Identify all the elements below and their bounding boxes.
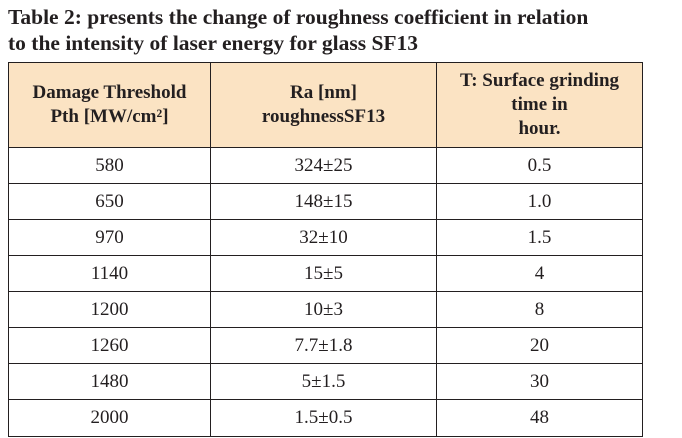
cell-roughness: 1.5±0.5	[210, 399, 437, 437]
table-row: 580 324±25 0.5	[8, 147, 643, 184]
cell-threshold: 1200	[8, 291, 211, 328]
table-row: 1480 5±1.5 30	[8, 363, 643, 400]
cell-time: 48	[436, 399, 643, 437]
header-grinding-time: T: Surface grinding time in hour.	[436, 62, 643, 148]
cell-roughness: 10±3	[210, 291, 437, 328]
cell-threshold: 580	[8, 147, 211, 184]
cell-time: 1.0	[436, 183, 643, 220]
cell-threshold: 2000	[8, 399, 211, 437]
cell-roughness: 7.7±1.8	[210, 327, 437, 364]
header-line: time in	[511, 94, 568, 115]
cell-roughness: 324±25	[210, 147, 437, 184]
cell-threshold: 1260	[8, 327, 211, 364]
cell-time: 8	[436, 291, 643, 328]
table-row: 1260 7.7±1.8 20	[8, 327, 643, 364]
header-line: Pth [MW/cm²]	[50, 106, 169, 127]
cell-roughness: 15±5	[210, 255, 437, 292]
cell-time: 0.5	[436, 147, 643, 184]
table-row: 2000 1.5±0.5 48	[8, 399, 643, 437]
header-line: Damage Threshold	[32, 82, 187, 103]
cell-threshold: 1140	[8, 255, 211, 292]
table-row: 1200 10±3 8	[8, 291, 643, 328]
header-line: Ra [nm]	[289, 82, 358, 103]
table-header-row: Damage Threshold Pth [MW/cm²] Ra [nm] ro…	[8, 62, 643, 148]
header-line: hour.	[518, 118, 561, 139]
cell-threshold: 650	[8, 183, 211, 220]
table-row: 1140 15±5 4	[8, 255, 643, 292]
caption-line-1: Table 2: presents the change of roughnes…	[8, 5, 589, 29]
cell-time: 30	[436, 363, 643, 400]
header-damage-threshold: Damage Threshold Pth [MW/cm²]	[8, 62, 211, 148]
cell-time: 20	[436, 327, 643, 364]
cell-roughness: 5±1.5	[210, 363, 437, 400]
header-line: T: Surface grinding	[459, 70, 620, 91]
cell-time: 4	[436, 255, 643, 292]
cell-time: 1.5	[436, 219, 643, 256]
table-row: 650 148±15 1.0	[8, 183, 643, 220]
cell-threshold: 1480	[8, 363, 211, 400]
cell-roughness: 32±10	[210, 219, 437, 256]
table-caption: Table 2: presents the change of roughnes…	[8, 4, 676, 56]
header-roughness: Ra [nm] roughnessSF13	[210, 62, 437, 148]
roughness-table: Damage Threshold Pth [MW/cm²] Ra [nm] ro…	[8, 62, 643, 437]
header-line: roughnessSF13	[261, 106, 386, 127]
caption-line-2: to the intensity of laser energy for gla…	[8, 31, 419, 55]
table-row: 970 32±10 1.5	[8, 219, 643, 256]
cell-roughness: 148±15	[210, 183, 437, 220]
cell-threshold: 970	[8, 219, 211, 256]
